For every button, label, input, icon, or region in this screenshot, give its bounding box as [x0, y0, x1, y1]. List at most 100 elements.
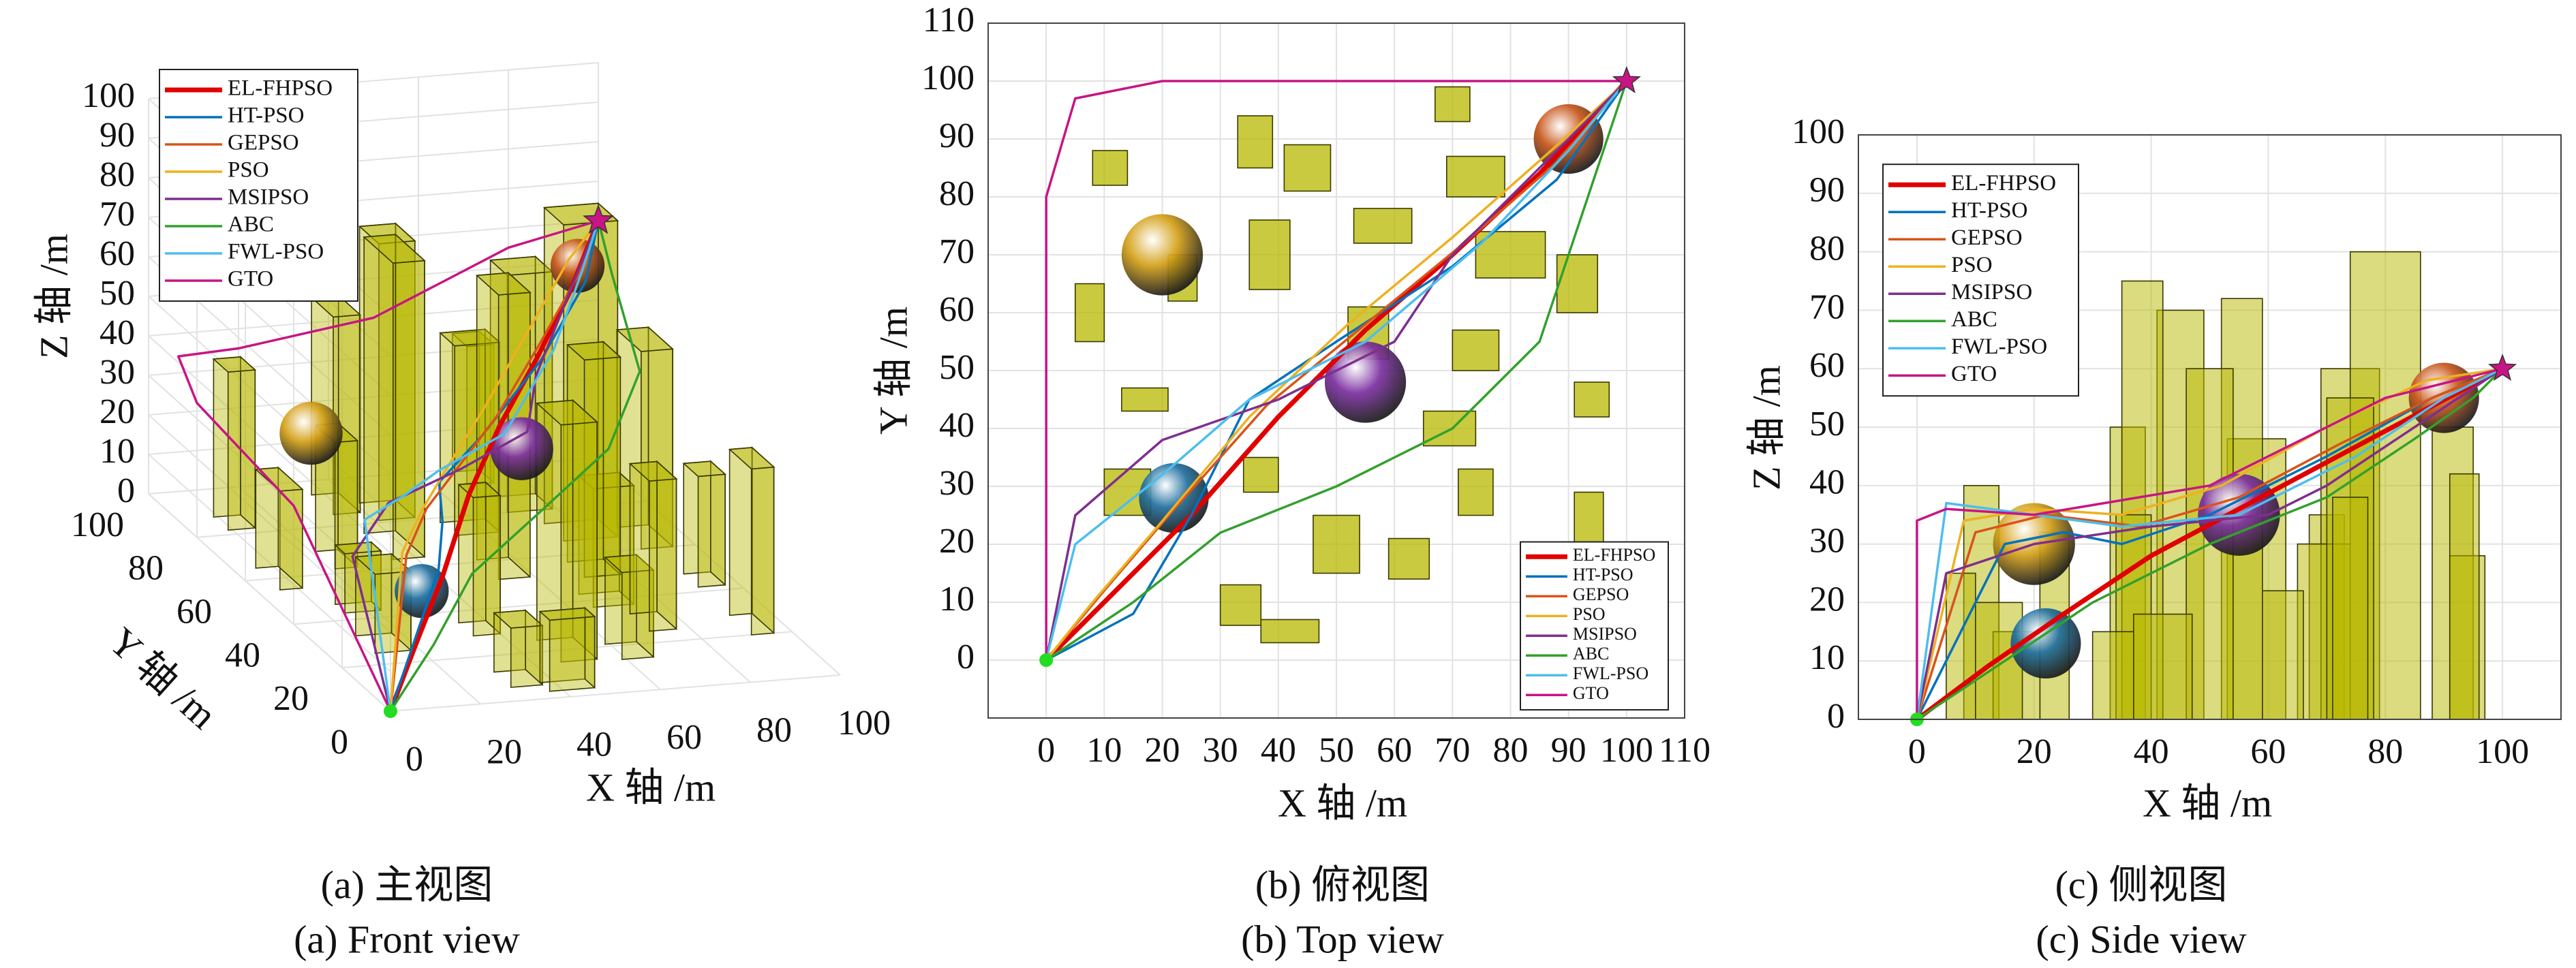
- obstacle-face: [602, 341, 622, 576]
- y-tick-label: 40: [225, 636, 260, 674]
- start-point: [1039, 653, 1054, 667]
- path-line: [1045, 80, 1627, 660]
- obstacle-face: [538, 607, 596, 621]
- caption: (c) 侧视图: [2055, 862, 2228, 907]
- legend-label: FWL-PSO: [228, 240, 324, 264]
- legend-label: PSO: [1951, 253, 1993, 277]
- path-line: [1916, 367, 2503, 720]
- x-tick-label: 40: [577, 725, 612, 764]
- legend-box: [1520, 541, 1669, 711]
- obstacle: [1446, 155, 1505, 198]
- path-line: [1915, 366, 2504, 721]
- legend-label: PSO: [228, 158, 269, 183]
- obstacle: [1434, 86, 1471, 123]
- grid-line: [508, 464, 751, 683]
- y-tick-label: 80: [1809, 230, 1845, 268]
- legend-label: ABC: [228, 213, 274, 237]
- x-tick-label: 40: [2134, 732, 2169, 771]
- obstacle: [1574, 381, 1610, 418]
- legend-label: GEPSO: [1573, 584, 1629, 604]
- legend-label: GTO: [228, 267, 273, 292]
- obstacle: [1260, 619, 1320, 644]
- grid-line: [598, 457, 841, 676]
- obstacle-face: [475, 272, 532, 296]
- obstacle-face: [438, 328, 502, 347]
- obstacle-face: [682, 460, 727, 478]
- sphere-obstacle: [279, 401, 343, 465]
- y-tick-label: 20: [273, 679, 309, 718]
- grid-line: [238, 486, 481, 705]
- legend-label: GEPSO: [1951, 225, 2023, 250]
- path-line: [1045, 80, 1628, 661]
- sphere-obstacle: [1121, 214, 1203, 296]
- x-tick-label: 40: [1261, 731, 1296, 770]
- y-tick-label: 90: [1809, 171, 1845, 210]
- grid-line: [148, 375, 391, 593]
- y-tick-label: 10: [1809, 638, 1845, 677]
- y-tick-label: 60: [177, 593, 212, 631]
- obstacle: [1092, 150, 1129, 186]
- y-tick-label: 30: [939, 464, 975, 503]
- sphere-obstacle: [1324, 341, 1407, 423]
- legend-box: [159, 69, 358, 302]
- obstacle: [1422, 410, 1477, 447]
- x-tick-label: 20: [1145, 731, 1180, 770]
- obstacle: [2449, 473, 2480, 720]
- y-tick-label: 20: [939, 522, 975, 561]
- grid-line: [148, 454, 391, 672]
- x-tick-label: 0: [1037, 731, 1055, 770]
- y-tick-label: 0: [331, 723, 348, 762]
- obstacle-face: [710, 460, 726, 587]
- x-tick-label: 100: [838, 704, 891, 743]
- y-tick-label: 90: [939, 116, 975, 155]
- obstacle: [1458, 468, 1494, 516]
- legend-label: MSIPSO: [1573, 624, 1637, 644]
- obstacle-face: [584, 606, 596, 689]
- x-tick-label: 70: [1435, 731, 1470, 770]
- obstacle: [1248, 219, 1291, 290]
- obstacle-face: [535, 399, 599, 426]
- legend-label: ABC: [1573, 644, 1609, 663]
- obstacle: [1237, 115, 1274, 169]
- x-tick-label: 0: [405, 740, 423, 779]
- y-tick-label: 60: [939, 290, 975, 329]
- grid-line: [390, 674, 841, 712]
- y-tick-label: 100: [921, 59, 975, 97]
- x-tick-label: 0: [1908, 732, 1926, 771]
- path-line: [1916, 367, 2504, 721]
- legend-box: [1882, 163, 2079, 397]
- path-line: [1916, 367, 2503, 720]
- path-line: [1045, 80, 1628, 661]
- y-tick-label: 40: [939, 406, 975, 445]
- obstacle: [2262, 590, 2304, 720]
- obstacle: [2332, 497, 2369, 720]
- x-tick-label: 20: [2017, 732, 2052, 771]
- obstacle-face: [751, 446, 775, 635]
- path-line: [1045, 80, 1628, 661]
- obstacle-face: [240, 356, 256, 529]
- obstacle-face: [628, 460, 678, 482]
- sphere-obstacle: [2010, 608, 2081, 679]
- y-axis-label: Z 轴 /m: [1744, 365, 1788, 490]
- x-tick-label: 80: [1493, 731, 1529, 770]
- legend-label: HT-PSO: [1951, 198, 2028, 223]
- obstacle-face: [729, 447, 753, 616]
- x-tick-label: 20: [487, 732, 522, 771]
- legend-label: FWL-PSO: [1951, 334, 2047, 359]
- grid-line: [328, 479, 571, 698]
- path-line: [389, 220, 641, 712]
- obstacle: [1353, 208, 1413, 244]
- obstacle: [1452, 329, 1500, 371]
- legend-label: EL-FHPSO: [228, 76, 333, 101]
- grid-line: [148, 296, 391, 514]
- grid-line: [341, 631, 793, 669]
- x-tick-label: 10: [1086, 731, 1122, 770]
- y-tick-label: 70: [1809, 287, 1845, 326]
- obstacle-face: [615, 326, 674, 352]
- axes-frame: [987, 22, 1685, 719]
- obstacle: [1074, 283, 1105, 343]
- start-point: [384, 704, 397, 718]
- obstacle: [1219, 584, 1262, 626]
